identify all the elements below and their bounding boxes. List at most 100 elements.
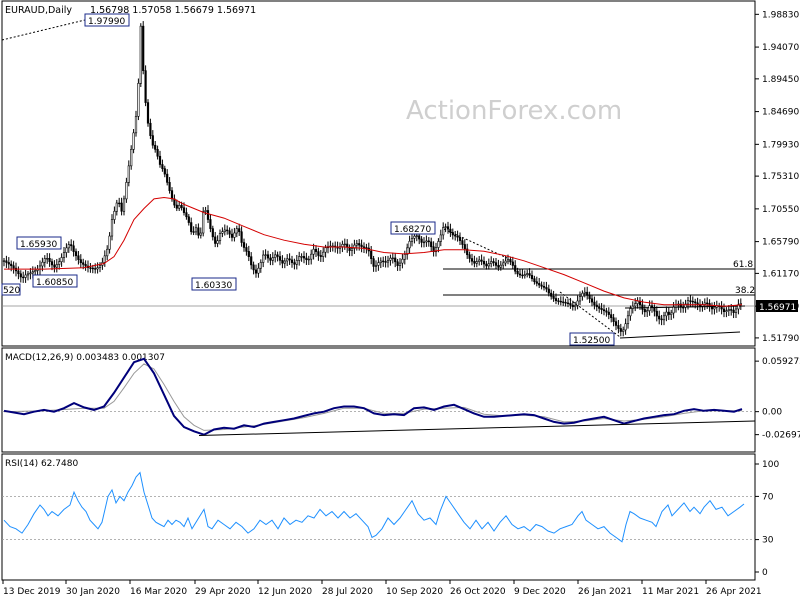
candle-body xyxy=(605,310,608,313)
candle-body xyxy=(372,258,375,267)
price-label-1-65930: 1.65930 xyxy=(20,240,57,250)
candle-body xyxy=(614,321,618,326)
candle-body xyxy=(571,304,574,308)
candle-body xyxy=(72,245,75,252)
candle-body xyxy=(667,311,670,315)
macd-tick-label: 0.00 xyxy=(762,408,782,418)
candle-body xyxy=(449,228,452,233)
candle-body xyxy=(434,247,438,253)
candle-body xyxy=(295,260,298,265)
price-label-1-52500: 1.52500 xyxy=(573,336,610,346)
candle-body xyxy=(319,255,322,257)
candle-body xyxy=(497,265,500,268)
candle-body xyxy=(374,265,378,267)
candle-body xyxy=(300,256,303,258)
candle-body xyxy=(502,262,505,266)
candle-body xyxy=(168,182,171,191)
triangle-lower-line xyxy=(619,331,741,339)
candle-body xyxy=(521,274,524,277)
candle-body xyxy=(187,216,190,223)
candle-body xyxy=(595,304,598,308)
candle-body xyxy=(362,246,366,248)
price-label-1-68270: 1.68270 xyxy=(394,225,431,235)
candle-body xyxy=(17,270,20,275)
candle-body xyxy=(451,232,454,236)
candle-body xyxy=(221,231,224,234)
candle-body xyxy=(175,204,178,209)
candle-body xyxy=(658,315,661,320)
candle-body xyxy=(566,302,570,304)
macd-axis: 0.059272 0.00 -0.026978 xyxy=(755,357,800,441)
candle-body xyxy=(722,308,726,313)
price-tick-label: 1.75310 xyxy=(762,172,799,182)
symbol-label: EURAUD,Daily xyxy=(5,5,72,16)
price-tick-label: 1.98830 xyxy=(762,10,799,20)
candle-body xyxy=(427,240,430,243)
candle-body xyxy=(276,254,279,257)
candle-body xyxy=(432,246,435,253)
price-tick-label: 1.89450 xyxy=(762,75,799,85)
candle-body xyxy=(725,310,728,313)
candle-body xyxy=(713,306,716,310)
candle-body xyxy=(720,305,723,310)
candle-body xyxy=(353,244,356,249)
candle-body xyxy=(113,210,116,220)
candle-body xyxy=(137,83,140,117)
candle-body xyxy=(5,260,8,263)
candle-body xyxy=(60,257,63,263)
candle-body xyxy=(264,254,267,256)
candle-body xyxy=(391,257,394,260)
candle-body xyxy=(7,262,10,265)
macd-tick-label: -0.026978 xyxy=(762,431,800,441)
candle-body xyxy=(458,236,462,241)
candle-body xyxy=(598,306,601,309)
candle-body xyxy=(216,240,219,244)
candle-body xyxy=(96,267,99,270)
candle-body xyxy=(10,263,13,267)
candle-body xyxy=(228,230,231,235)
candle-body xyxy=(694,301,697,304)
candle-body xyxy=(586,291,589,296)
candle-body xyxy=(2,260,6,262)
candle-body xyxy=(180,205,183,208)
price-tick-label: 1.94070 xyxy=(762,43,799,53)
candle-body xyxy=(355,243,358,246)
current-price-box xyxy=(756,300,798,312)
candle-body xyxy=(646,310,649,313)
candle-body xyxy=(31,271,34,274)
macd-panel-frame xyxy=(1,347,756,453)
moving-average-line xyxy=(4,196,743,307)
candle-body xyxy=(564,302,567,304)
fib-61-8-label: 61.8 xyxy=(733,260,753,270)
candle-body xyxy=(610,314,613,319)
candle-body xyxy=(58,261,61,265)
candle-body xyxy=(298,256,301,261)
candle-body xyxy=(636,300,639,304)
candle-body xyxy=(259,262,262,269)
candle-body xyxy=(437,241,440,248)
time-tick-label: 26 Oct 2020 xyxy=(450,587,506,597)
candle-body xyxy=(290,259,294,263)
candle-body xyxy=(206,210,210,220)
candle-body xyxy=(379,260,382,263)
candle-body xyxy=(547,288,550,294)
candle-body xyxy=(307,258,310,261)
candle-body xyxy=(118,202,121,205)
candle-body xyxy=(182,207,186,213)
candle-body xyxy=(384,261,387,263)
candle-body xyxy=(382,260,385,263)
time-tick-label: 10 Sep 2020 xyxy=(386,587,443,597)
candle-body xyxy=(641,304,644,310)
candle-body xyxy=(394,257,397,263)
candle-body xyxy=(108,235,111,250)
candle-body xyxy=(494,262,498,266)
candle-body xyxy=(487,263,490,267)
candle-body xyxy=(418,235,421,240)
candle-body xyxy=(26,273,30,276)
candle-body xyxy=(257,267,260,274)
candle-body xyxy=(149,122,152,136)
candle-body xyxy=(106,248,109,257)
candle-body xyxy=(607,311,610,315)
